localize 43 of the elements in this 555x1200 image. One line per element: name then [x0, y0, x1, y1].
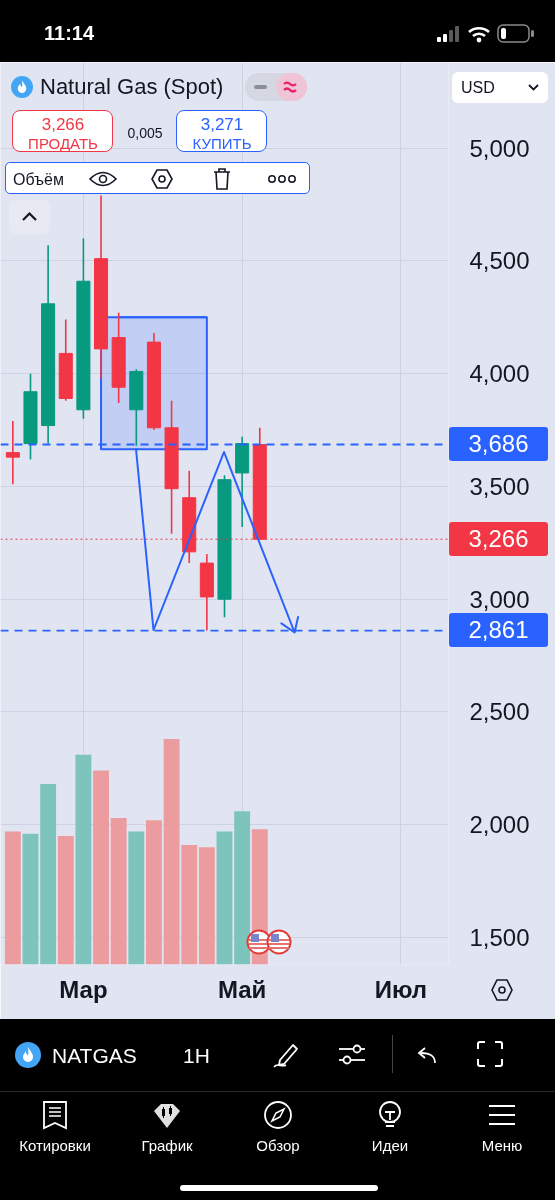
text: 1H — [183, 1042, 210, 1068]
y-tick-label: 5,000 — [469, 134, 530, 162]
ref-line-label: 3,266 — [449, 521, 548, 556]
bar — [234, 811, 251, 965]
bar — [93, 770, 109, 965]
y-tick-label: 4,000 — [469, 360, 530, 388]
bar — [40, 784, 57, 965]
ref-line-label: 2,861 — [449, 613, 548, 647]
bar — [22, 833, 39, 965]
y-tick-label: 1,500 — [469, 923, 530, 951]
y-tick-label: 3,000 — [469, 585, 530, 613]
text: NATGAS — [52, 1042, 137, 1068]
y-tick-label: 4,500 — [469, 247, 530, 275]
annotation: КУПИТЬ — [192, 135, 252, 152]
bar — [128, 831, 145, 965]
text: Меню — [480, 1137, 524, 1155]
y-tick-label: 2,500 — [469, 698, 530, 726]
x-tick-label: Май — [217, 975, 267, 1003]
annotation: 3,266 — [41, 115, 85, 134]
bar — [146, 820, 162, 965]
annotation: 3,271 — [200, 115, 244, 134]
bar — [198, 847, 215, 965]
y-tick-label: 2,000 — [469, 811, 530, 839]
annotation: ПРОДАТЬ — [28, 135, 98, 152]
bar — [75, 754, 92, 965]
annotation: Объём — [13, 169, 64, 189]
text: Обзор — [255, 1137, 301, 1155]
annotation: 0,005 — [127, 124, 163, 141]
y-tick-label: 3,500 — [469, 472, 530, 500]
candlestick — [5, 420, 20, 485]
ref-line-label: 3,686 — [449, 427, 548, 461]
bar — [57, 835, 74, 965]
bar — [4, 831, 21, 965]
text: USD — [461, 77, 495, 97]
text: Идеи — [370, 1137, 410, 1155]
bar — [110, 817, 127, 965]
text: Котировки — [18, 1137, 92, 1155]
text: График — [140, 1137, 194, 1155]
x-tick-label: Мар — [59, 975, 108, 1003]
bar — [216, 831, 233, 965]
text: 11:14 — [44, 21, 95, 45]
text: Natural Gas (Spot) — [40, 74, 224, 100]
x-tick-label: Июл — [374, 975, 428, 1003]
